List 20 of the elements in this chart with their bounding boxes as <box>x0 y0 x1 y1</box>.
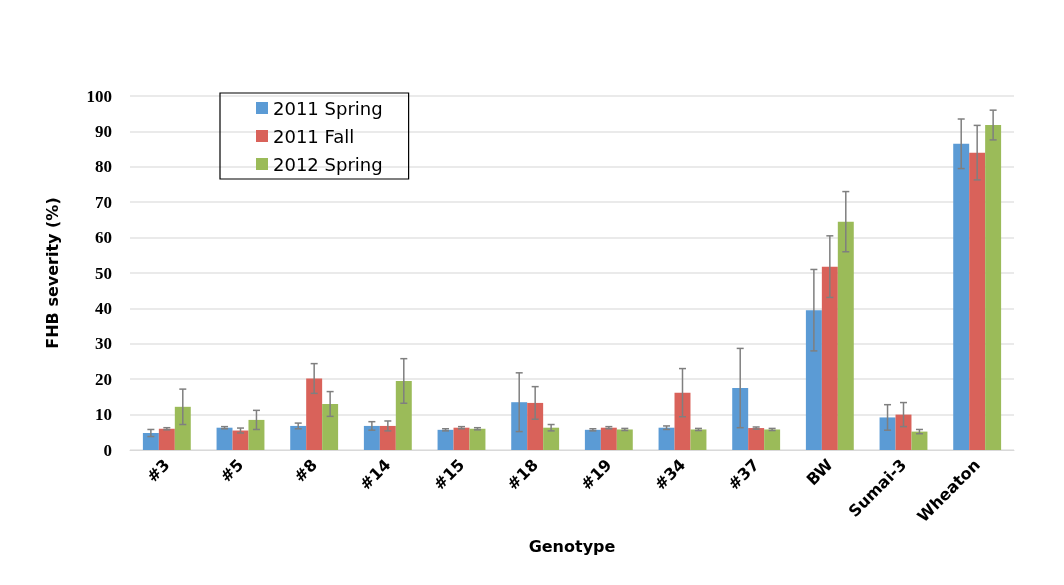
x-tick-label: #8 <box>290 455 321 487</box>
y-tick-label: 40 <box>95 298 112 318</box>
y-axis-title: FHB severity (%) <box>42 197 62 349</box>
y-tick-label: 70 <box>95 192 112 212</box>
y-tick-label: 50 <box>95 263 112 283</box>
y-tick-label: 0 <box>103 440 112 460</box>
y-tick-label: 30 <box>95 334 112 354</box>
y-tick-label: 100 <box>86 86 112 106</box>
x-tick-label: BW <box>802 455 837 490</box>
y-tick-label: 10 <box>95 405 112 425</box>
x-tick-label: #5 <box>216 455 248 487</box>
x-axis-title: Genotype <box>528 536 616 556</box>
y-tick-label: 60 <box>95 228 112 248</box>
x-tick-label: #3 <box>142 455 174 487</box>
legend-label: 2011 Spring <box>273 97 383 119</box>
y-tick-label: 80 <box>95 157 112 177</box>
y-tick-label: 90 <box>95 121 112 141</box>
y-tick-label: 20 <box>95 369 112 389</box>
legend-label: 2012 Spring <box>273 153 383 175</box>
legend-label: 2011 Fall <box>273 125 355 147</box>
